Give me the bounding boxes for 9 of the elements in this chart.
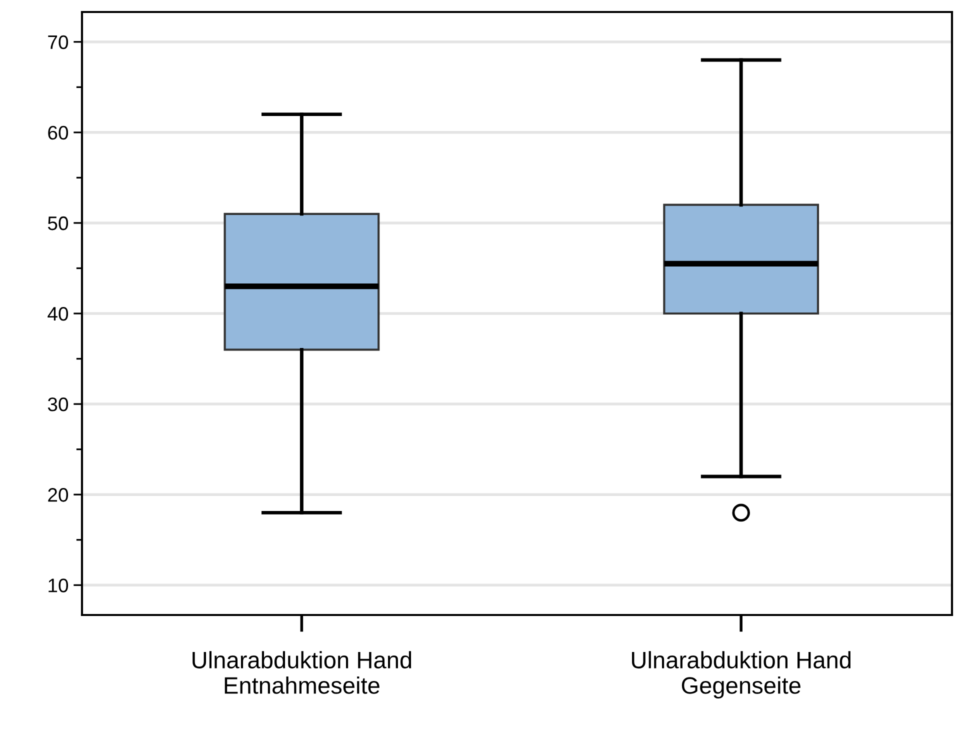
y-tick-label: 70 [48,35,68,50]
y-tick-label: 30 [48,398,68,412]
y-tick-label: 60 [48,126,68,140]
y-tick-label: 20 [48,488,68,502]
y-tick-label: 10 [48,578,68,592]
x-tick-label: Ulnarabduktion Hand Entnahmeseite [192,651,412,694]
y-tick-label: 40 [48,306,68,321]
y-tick-label: 50 [48,216,68,230]
x-tick-label: Ulnarabduktion Hand Gegenseite [632,651,850,699]
